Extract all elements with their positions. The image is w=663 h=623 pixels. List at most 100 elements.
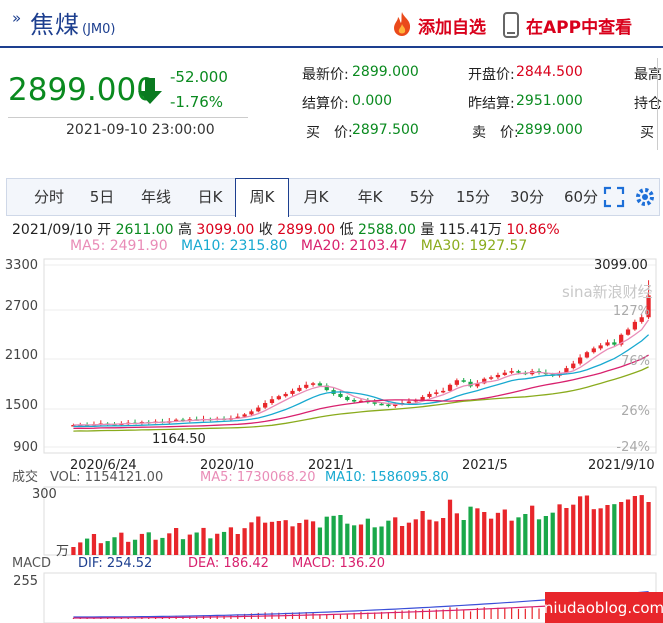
- candle-body: [338, 393, 343, 397]
- candle-body: [358, 400, 364, 403]
- info-pct: 10.86%: [506, 222, 560, 238]
- volume-bar: [139, 533, 145, 555]
- macd-bar: [490, 608, 492, 619]
- tab-weekly-k[interactable]: 周K: [235, 178, 289, 217]
- volume-bar: [584, 495, 590, 555]
- tab-daily-k[interactable]: 日K: [197, 188, 223, 206]
- view-in-app-button[interactable]: 在APP中查看: [526, 18, 633, 38]
- volume-bar: [331, 515, 336, 555]
- field-label: 昨结算:: [468, 96, 515, 112]
- macd-bar: [524, 608, 526, 619]
- tab-60min[interactable]: 60分: [563, 188, 599, 206]
- info-high: 3099.00: [196, 222, 255, 238]
- candle-body: [434, 392, 439, 394]
- y-tick: 3300: [5, 258, 38, 273]
- divider: [8, 117, 248, 118]
- macd-bar: [401, 610, 403, 619]
- candle-body: [598, 345, 603, 349]
- volume-bar: [393, 517, 398, 555]
- add-favorite-button[interactable]: 添加自选: [418, 18, 486, 38]
- tab-5day[interactable]: 5日: [89, 188, 115, 206]
- tab-yearly-k[interactable]: 年K: [357, 188, 383, 206]
- y-tick: 900: [13, 440, 38, 455]
- high-label: 高: [177, 222, 192, 238]
- volume-bar: [550, 512, 555, 555]
- candle-body: [605, 342, 610, 346]
- vol-label: 量: [420, 222, 435, 238]
- volume-bar: [180, 539, 186, 555]
- tab-30min[interactable]: 30分: [509, 188, 545, 206]
- candle-body: [386, 404, 391, 407]
- volume-bar: [126, 541, 131, 555]
- macd-bar: [428, 609, 431, 619]
- macd-bar: [353, 612, 355, 619]
- candle-body: [269, 399, 275, 404]
- candle-body: [427, 393, 432, 397]
- volume-bar: [153, 539, 158, 555]
- tab-yearline[interactable]: 年线: [140, 188, 171, 206]
- candle-body: [235, 416, 240, 419]
- macd-bar: [538, 608, 540, 619]
- gear-icon[interactable]: [635, 187, 655, 211]
- pct-tick: 127%: [613, 304, 650, 319]
- phone-icon[interactable]: [503, 12, 519, 42]
- volume-bar: [132, 539, 138, 555]
- macd-bar: [374, 612, 376, 619]
- volume-bar: [536, 519, 542, 555]
- vol-ma10: MA10: 1586095.80: [325, 470, 449, 485]
- macd-bar: [449, 607, 451, 619]
- low-annotation: 1164.50: [152, 432, 206, 447]
- volume-bar: [564, 508, 569, 555]
- kline-chart[interactable]: sina新浪财经 3300 2700 2100 1500 900 127% 76…: [0, 255, 663, 623]
- x-tick: 2021/9/10: [588, 458, 655, 473]
- volume-bar: [413, 519, 418, 555]
- price-change-pct: -1.76%: [170, 93, 224, 111]
- macd-bar: [326, 614, 328, 619]
- volume-bar: [399, 526, 405, 555]
- volume-bar: [112, 537, 117, 555]
- open-label: 开: [97, 222, 112, 238]
- volume-bar: [269, 521, 275, 555]
- site-watermark: niudaoblog.com: [544, 599, 663, 617]
- tab-monthly-k[interactable]: 月K: [303, 188, 329, 206]
- volume-bar: [228, 527, 234, 555]
- info-low: 2588.00: [358, 222, 416, 238]
- macd-bar: [469, 611, 472, 619]
- tab-fenshi[interactable]: 分时: [33, 188, 64, 206]
- vol-panel-label: 成交: [12, 469, 38, 485]
- macd-bar: [511, 607, 513, 619]
- volume-panel-border: [43, 486, 657, 556]
- tab-15min[interactable]: 15分: [455, 188, 491, 206]
- volume-bar: [632, 496, 638, 555]
- volume-bar: [345, 523, 350, 555]
- candle-body: [509, 371, 514, 373]
- candle-body: [468, 381, 473, 387]
- candle-body: [379, 403, 384, 406]
- volume-bar: [310, 521, 316, 555]
- fullscreen-icon[interactable]: [603, 186, 625, 212]
- pct-tick: 26%: [621, 404, 650, 419]
- volume-bar: [215, 533, 220, 555]
- tab-5min[interactable]: 5分: [409, 188, 435, 206]
- candle-body: [591, 348, 596, 353]
- candle-body: [482, 378, 487, 384]
- macd-bar: [387, 612, 389, 619]
- macd-bar: [531, 606, 533, 619]
- field-label: 开盘价:: [468, 67, 515, 83]
- field-label: 结算价:: [302, 96, 349, 112]
- volume-bars: [71, 495, 651, 555]
- divider: [657, 58, 658, 150]
- header-bar: [0, 0, 663, 48]
- volume-bar: [530, 505, 535, 555]
- candle-body: [612, 342, 617, 345]
- macd-bar: [380, 611, 383, 619]
- period-tabs: 分时 5日 年线 日K 周K 月K 年K 5分 15分 30分 60分: [6, 178, 660, 217]
- fire-icon[interactable]: [390, 11, 414, 41]
- volume-bar: [276, 521, 281, 555]
- x-tick: 2020/6/24: [70, 458, 137, 473]
- candle-body: [249, 411, 254, 415]
- volume-bar: [475, 508, 480, 555]
- volume-bar: [612, 504, 617, 555]
- macd-dif: DIF: 254.52: [78, 556, 152, 571]
- macd-bar: [319, 614, 321, 619]
